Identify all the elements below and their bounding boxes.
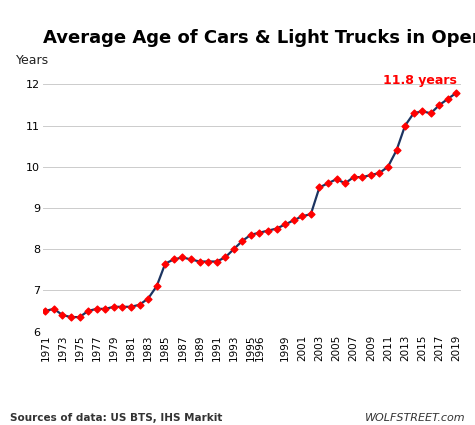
Point (401, 122, 409, 129)
Point (427, 110, 435, 117)
Point (76, 314, 84, 320)
Point (179, 254, 186, 261)
Point (136, 301, 143, 308)
Point (110, 303, 118, 310)
Point (436, 102, 443, 108)
Point (85, 308, 92, 314)
Point (221, 254, 229, 261)
Point (162, 260, 169, 267)
Point (410, 110, 418, 117)
Point (264, 227, 272, 234)
Point (247, 231, 255, 238)
Point (367, 172, 375, 178)
Point (204, 258, 212, 265)
Point (359, 174, 366, 181)
Text: Years: Years (16, 54, 49, 66)
Point (230, 246, 238, 252)
Point (102, 306, 109, 312)
Point (213, 258, 220, 265)
Point (196, 258, 203, 265)
Point (384, 164, 392, 170)
Point (50, 306, 57, 312)
Point (324, 180, 332, 187)
Text: Average Age of Cars & Light Trucks in Operation: Average Age of Cars & Light Trucks in Op… (43, 29, 475, 47)
Point (256, 230, 263, 236)
Point (273, 225, 280, 232)
Text: 11.8 years: 11.8 years (383, 74, 457, 87)
Point (418, 108, 426, 115)
Point (127, 303, 135, 310)
Point (187, 256, 195, 263)
Point (93, 306, 101, 312)
Point (41, 308, 49, 314)
Point (298, 213, 306, 220)
Point (238, 238, 246, 244)
Point (307, 211, 314, 218)
Point (376, 170, 383, 176)
Point (67, 314, 75, 320)
Point (290, 217, 297, 224)
Text: WOLFSTREET.com: WOLFSTREET.com (365, 413, 466, 423)
Point (350, 174, 358, 181)
Point (153, 283, 161, 289)
Point (444, 96, 452, 102)
Point (393, 147, 400, 154)
Point (170, 256, 178, 263)
Point (315, 184, 323, 191)
Point (119, 303, 126, 310)
Point (281, 221, 289, 228)
Point (144, 295, 152, 302)
Point (453, 89, 460, 96)
Point (333, 176, 341, 183)
Point (58, 312, 66, 318)
Text: Sources of data: US BTS, IHS Markit: Sources of data: US BTS, IHS Markit (10, 413, 222, 423)
Point (342, 180, 349, 187)
